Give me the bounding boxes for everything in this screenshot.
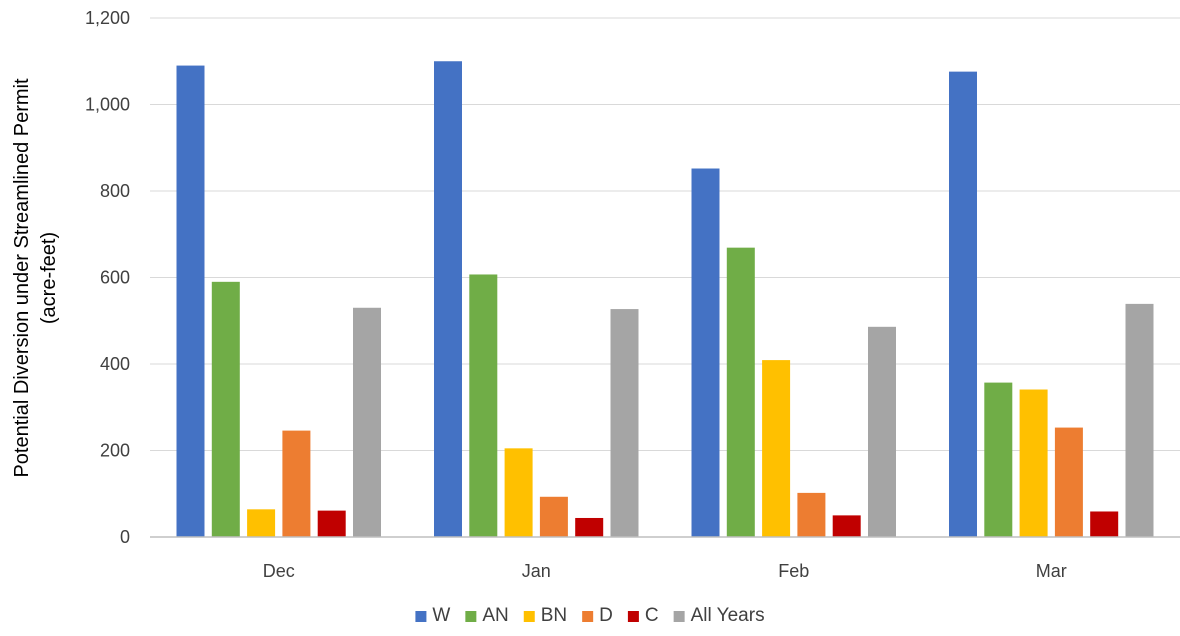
- bar-bn-jan: [504, 448, 533, 537]
- bar-w-jan: [434, 61, 462, 537]
- y-axis-label-line: Potential Diversion under Streamlined Pe…: [11, 78, 33, 478]
- bar-w-mar: [949, 71, 977, 537]
- bar-d-mar: [1054, 427, 1083, 537]
- y-axis-label: Potential Diversion under Streamlined Pe…: [11, 78, 60, 478]
- bar-w-feb: [691, 168, 720, 537]
- bar-d-jan: [539, 496, 568, 537]
- legend-swatch-w: [415, 611, 427, 622]
- bar-c-mar: [1090, 511, 1119, 537]
- bar-w-dec: [176, 65, 205, 537]
- x-tick-label: Dec: [263, 561, 295, 581]
- bar-d-feb: [797, 492, 826, 537]
- x-tick-label: Jan: [522, 561, 551, 581]
- legend-label: All Years: [691, 605, 765, 626]
- bar-bn-dec: [247, 509, 276, 537]
- y-axis-ticks: 0 200 400 600 800 1,000 1,200: [85, 8, 130, 547]
- bar-c-jan: [575, 517, 604, 537]
- bars: [176, 61, 1154, 537]
- bar-an-mar: [984, 382, 1013, 537]
- legend-label: C: [645, 605, 659, 626]
- legend-label: BN: [541, 605, 567, 626]
- y-tick-label: 200: [100, 441, 130, 461]
- y-tick-label: 1,200: [85, 8, 130, 28]
- bar-an-feb: [726, 247, 755, 537]
- legend-swatch-all-years: [673, 611, 685, 622]
- bar-an-dec: [211, 281, 240, 537]
- y-tick-label: 400: [100, 354, 130, 374]
- bar-all-years-jan: [610, 309, 639, 537]
- y-axis-label-line: (acre-feet): [38, 232, 60, 324]
- bar-bn-feb: [762, 360, 791, 537]
- legend: W AN BN D C All Years: [415, 605, 765, 626]
- y-tick-label: 1,000: [85, 95, 130, 115]
- legend-swatch-an: [465, 611, 477, 622]
- bar-all-years-feb: [868, 326, 896, 537]
- legend-swatch-bn: [523, 611, 535, 622]
- bar-d-dec: [282, 430, 311, 537]
- bar-bn-mar: [1019, 389, 1048, 537]
- x-axis-ticks: Dec Jan Feb Mar: [263, 561, 1067, 581]
- legend-label: AN: [482, 605, 508, 626]
- y-tick-label: 600: [100, 268, 130, 288]
- bar-an-jan: [469, 274, 498, 537]
- bar-c-feb: [832, 515, 861, 537]
- legend-swatch-c: [627, 611, 639, 622]
- bar-all-years-dec: [353, 307, 381, 537]
- x-tick-label: Mar: [1036, 561, 1067, 581]
- bar-all-years-mar: [1125, 303, 1154, 537]
- y-tick-label: 800: [100, 181, 130, 201]
- x-tick-label: Feb: [778, 561, 809, 581]
- gridlines: [150, 17, 1180, 451]
- bar-c-dec: [317, 510, 346, 537]
- y-tick-label: 0: [120, 527, 130, 547]
- legend-label: D: [599, 605, 613, 626]
- legend-swatch-d: [582, 611, 594, 622]
- legend-label: W: [432, 605, 450, 626]
